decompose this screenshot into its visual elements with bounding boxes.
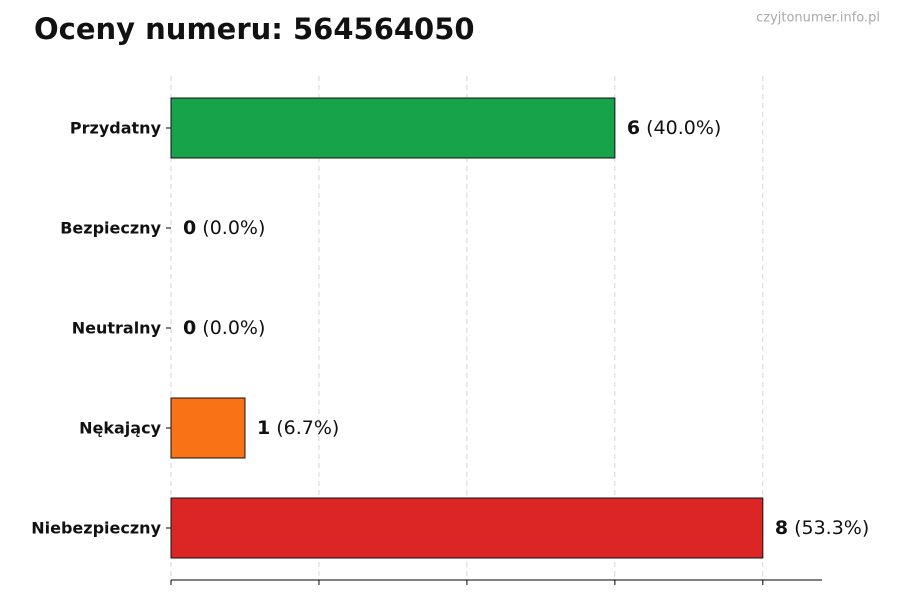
y-tick-label: Przydatny (70, 119, 162, 138)
percent-label: (6.7%) (276, 417, 339, 439)
y-tick-label: Bezpieczny (60, 219, 161, 238)
y-tick-label: Niebezpieczny (31, 519, 161, 538)
y-tick-label: Nękający (79, 419, 161, 438)
value-number: 1 (257, 417, 270, 439)
value-number: 6 (627, 117, 640, 139)
value-label: 0 (0.0%) (183, 317, 265, 339)
bar (170, 397, 246, 459)
chart-title: Oceny numeru: 564564050 (34, 12, 475, 46)
value-label: 1 (6.7%) (257, 417, 339, 439)
percent-label: (0.0%) (202, 217, 265, 239)
percent-label: (0.0%) (202, 317, 265, 339)
value-label: 8 (53.3%) (775, 517, 869, 539)
percent-label: (40.0%) (646, 117, 721, 139)
value-number: 8 (775, 517, 788, 539)
value-label: 0 (0.0%) (183, 217, 265, 239)
watermark: czyjtonumer.info.pl (756, 11, 880, 26)
percent-label: (53.3%) (794, 517, 869, 539)
y-tick-label: Neutralny (72, 319, 162, 338)
bar (170, 97, 616, 159)
value-number: 0 (183, 217, 196, 239)
value-label: 6 (40.0%) (627, 117, 721, 139)
value-number: 0 (183, 317, 196, 339)
bar (170, 497, 764, 559)
